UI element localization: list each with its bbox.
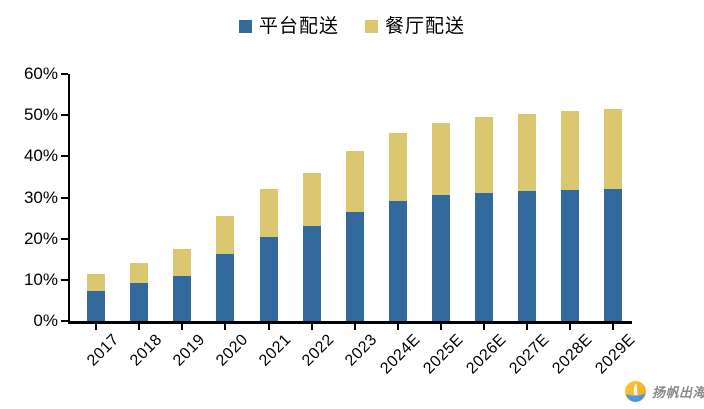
x-axis-label: 2027E [506,331,553,378]
legend-label-restaurant: 餐厅配送 [385,16,466,37]
x-tick-mark [482,321,485,330]
x-tick-mark [181,321,184,330]
y-tick-mark [61,155,68,158]
x-axis-label: 2029E [592,331,640,378]
x-tick-mark [138,321,141,330]
x-tick-mark [267,321,270,330]
sailboat-logo-icon [624,380,647,403]
y-axis-label: 20% [23,228,58,248]
y-axis-label: 0% [33,311,58,330]
x-axis-label: 2025E [420,331,467,378]
y-tick-mark [61,278,68,281]
bar-segment-platform [604,188,623,321]
bar-segment-platform [560,189,579,321]
x-tick-mark [439,321,442,330]
x-axis-label: 2022 [299,331,338,370]
bar-segment-restaurant [474,117,493,193]
x-axis-label: 2026E [463,331,510,378]
bar-segment-restaurant [345,150,364,212]
bar-segment-platform [517,190,536,321]
bar-segment-restaurant [388,133,407,201]
y-axis-label: 40% [23,146,58,166]
y-tick-mark [61,237,68,240]
x-tick-mark [612,321,615,330]
y-tick-mark [61,320,68,322]
x-tick-mark [568,321,571,330]
y-axis-label: 30% [23,187,58,207]
y-axis-label: 50% [23,105,58,125]
legend-item-restaurant: 餐厅配送 [365,17,465,36]
bar-segment-restaurant [87,274,106,291]
bar-segment-restaurant [431,123,450,196]
bar-segment-restaurant [302,172,321,227]
legend-label-platform: 平台配送 [258,16,339,37]
brand-watermark: 扬帆出海 [624,380,704,403]
x-axis-label: 2028E [549,331,596,378]
x-tick-mark [525,321,528,330]
x-axis-label: 2024E [377,331,424,378]
bar-segment-platform [302,226,321,321]
plot-area: 0% 10% 20% 30% 40% 50% 60% 2017 2018 2019 2020 2021… [24,64,639,378]
x-axis-label: 2019 [169,331,209,370]
bar-segment-restaurant [517,114,536,191]
chart-legend: 平台配送 餐厅配送 [0,17,704,36]
y-tick-mark [61,114,68,117]
bar-segment-platform [259,237,278,321]
bar-segment-restaurant [173,249,192,276]
y-tick-mark [61,196,68,199]
bar-segment-platform [345,211,364,321]
y-tick-mark [61,73,68,76]
brand-watermark-text: 扬帆出海 [652,385,704,400]
x-axis-label: 2021 [255,331,295,370]
legend-item-platform: 平台配送 [238,16,339,37]
bar-segment-platform [216,254,235,321]
bar-segment-restaurant [560,111,579,190]
legend-swatch-platform-icon [238,20,252,33]
y-axis-label: 60% [23,64,58,83]
x-axis-label: 2020 [212,331,252,370]
bar-segment-restaurant [130,262,149,283]
legend-swatch-restaurant-icon [365,20,378,33]
bar-segment-platform [388,200,407,321]
bar-segment-restaurant [604,109,623,189]
bar-segment-platform [130,282,149,321]
x-tick-mark [95,321,98,330]
x-tick-mark [310,321,313,330]
bar-segment-platform [173,275,192,321]
bar-segment-platform [87,290,106,321]
x-tick-mark [224,321,227,330]
bar-segment-platform [431,195,450,321]
bar-segment-platform [474,192,493,321]
x-tick-mark [396,321,399,330]
x-axis-label: 2017 [83,331,123,370]
bar-segment-restaurant [259,189,278,238]
x-tick-mark [353,321,356,330]
x-axis-label: 2018 [126,331,166,370]
bar-segment-restaurant [216,216,235,255]
x-axis-label: 2023 [342,331,381,370]
y-axis-label: 10% [23,269,58,289]
